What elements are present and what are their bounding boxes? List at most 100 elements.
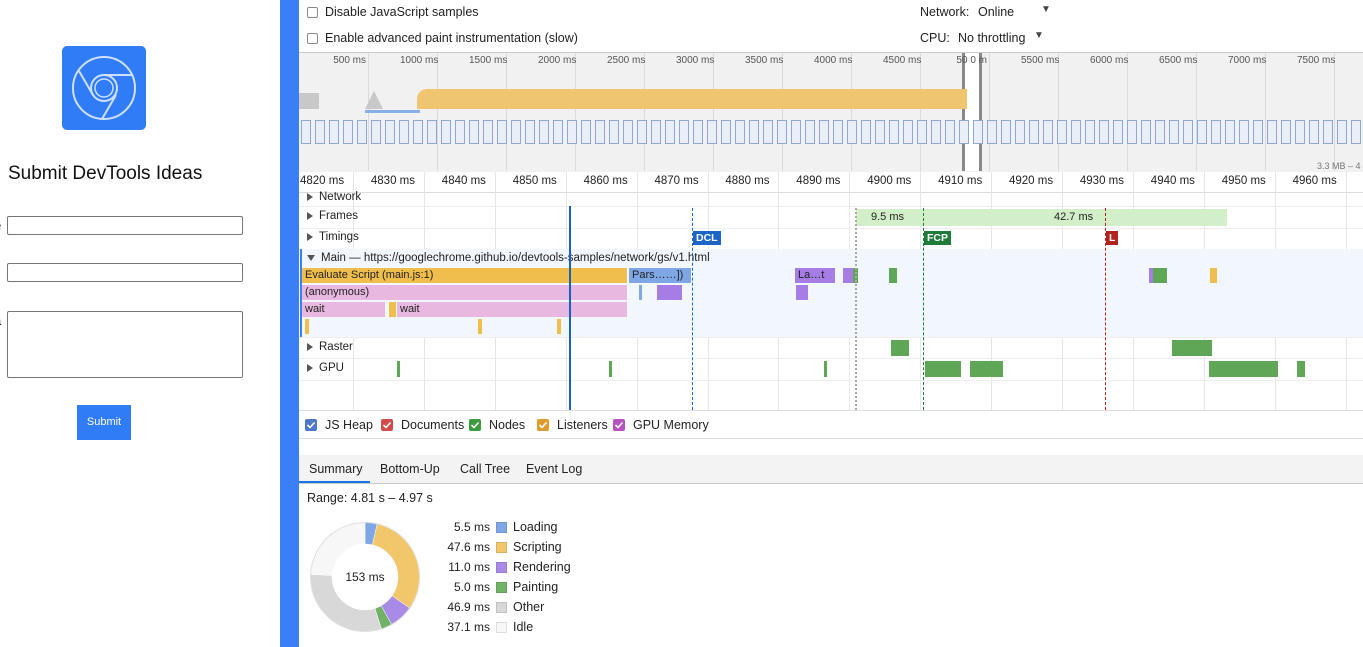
paint-event-3[interactable] — [1152, 268, 1167, 283]
expand-timings-icon[interactable] — [307, 232, 313, 241]
filmstrip-frame[interactable] — [875, 120, 885, 144]
layout-event[interactable]: La…t — [795, 268, 835, 283]
filmstrip-frame[interactable] — [343, 120, 353, 144]
filmstrip-frame[interactable] — [903, 120, 913, 144]
counter-checkbox-listeners[interactable] — [537, 419, 549, 431]
filmstrip-frame[interactable] — [749, 120, 759, 144]
disable-js-samples-checkbox[interactable] — [307, 7, 318, 18]
filmstrip-frame[interactable] — [399, 120, 409, 144]
filmstrip-frame[interactable] — [441, 120, 451, 144]
gpu-event-2[interactable] — [609, 361, 612, 377]
cpu-dropdown-icon[interactable]: ▼ — [1034, 30, 1044, 41]
filmstrip-frame[interactable] — [819, 120, 829, 144]
loading-event-1[interactable] — [639, 285, 642, 300]
panel-divider[interactable] — [280, 0, 299, 647]
filmstrip-frame[interactable] — [497, 120, 507, 144]
counter-checkbox-documents[interactable] — [381, 419, 393, 431]
filmstrip-frame[interactable] — [721, 120, 731, 144]
expand-gpu-icon[interactable] — [307, 363, 313, 372]
filmstrip-frame[interactable] — [623, 120, 633, 144]
gpu-event-5[interactable] — [970, 361, 1003, 377]
parse-html-event[interactable]: Pars……]) — [629, 268, 691, 283]
track-gpu[interactable]: GPU — [307, 362, 344, 374]
cpu-select[interactable]: No throttling — [958, 31, 1026, 45]
filmstrip-frame[interactable] — [1337, 120, 1347, 144]
rendering-event-4[interactable] — [1149, 268, 1153, 283]
filmstrip-frame[interactable] — [1323, 120, 1333, 144]
rendering-event-1[interactable] — [657, 285, 682, 300]
tab-summary[interactable]: Summary — [309, 462, 363, 476]
expand-network-icon[interactable] — [307, 192, 313, 201]
filmstrip-frame[interactable] — [763, 120, 773, 144]
script-event-2[interactable] — [1210, 268, 1217, 283]
filmstrip-frame[interactable] — [1295, 120, 1305, 144]
filmstrip-frame[interactable] — [581, 120, 591, 144]
script-event-5[interactable] — [557, 319, 561, 334]
selection-handle-left[interactable] — [962, 53, 965, 171]
filmstrip-frame[interactable] — [511, 120, 521, 144]
timeline-overview[interactable]: 500 ms 1000 ms 1500 ms 2000 ms 2500 ms 3000 m… — [299, 52, 1363, 174]
network-select[interactable]: Online — [978, 5, 1015, 19]
rendering-event-2[interactable] — [796, 285, 808, 300]
filmstrip-frame[interactable] — [413, 120, 423, 144]
track-main[interactable]: Main — https://googlechrome.github.io/de… — [307, 252, 710, 264]
track-frames[interactable]: Frames — [307, 210, 358, 222]
filmstrip-frame[interactable] — [539, 120, 549, 144]
load-marker[interactable]: L — [1106, 231, 1119, 245]
filmstrip-frame[interactable] — [1001, 120, 1011, 144]
filmstrip-frame[interactable] — [931, 120, 941, 144]
filmstrip-frame[interactable] — [1127, 120, 1137, 144]
filmstrip-frame[interactable] — [1239, 120, 1249, 144]
filmstrip-frame[interactable] — [707, 120, 717, 144]
filmstrip-frame[interactable] — [1197, 120, 1207, 144]
evaluate-script-event[interactable]: Evaluate Script (main.js:1) — [302, 268, 627, 283]
dcl-marker[interactable]: DCL — [693, 231, 721, 245]
filmstrip-frame[interactable] — [735, 120, 745, 144]
filmstrip-frame[interactable] — [1253, 120, 1263, 144]
filmstrip-frame[interactable] — [1169, 120, 1179, 144]
filmstrip-frame[interactable] — [567, 120, 577, 144]
gpu-event-7[interactable] — [1297, 361, 1305, 377]
track-network[interactable]: Network — [307, 191, 361, 203]
tab-bottom-up[interactable]: Bottom-Up — [380, 462, 440, 476]
filmstrip-frame[interactable] — [1029, 120, 1039, 144]
filmstrip-frame[interactable] — [357, 120, 367, 144]
filmstrip-frame[interactable] — [1211, 120, 1221, 144]
filmstrip-frame[interactable] — [1281, 120, 1291, 144]
script-event-3[interactable] — [305, 319, 309, 334]
filmstrip-frame[interactable] — [777, 120, 787, 144]
filmstrip-frame[interactable] — [651, 120, 661, 144]
filmstrip-frame[interactable] — [315, 120, 325, 144]
selection-handle-right[interactable] — [979, 53, 982, 171]
paint-event-1[interactable] — [889, 268, 897, 283]
filmstrip-frame[interactable] — [427, 120, 437, 144]
filmstrip-frame[interactable] — [637, 120, 647, 144]
name-input[interactable] — [7, 216, 243, 235]
counter-checkbox-nodes[interactable] — [469, 419, 481, 431]
filmstrip-frame[interactable] — [553, 120, 563, 144]
filmstrip-frame[interactable] — [1043, 120, 1053, 144]
gpu-event-1[interactable] — [397, 361, 400, 377]
filmstrip-frame[interactable] — [791, 120, 801, 144]
counter-checkbox-gpu-memory[interactable] — [613, 419, 625, 431]
filmstrip-frame[interactable] — [609, 120, 619, 144]
filmstrip-frame[interactable] — [861, 120, 871, 144]
filmstrip-frame[interactable] — [371, 120, 381, 144]
filmstrip-frame[interactable] — [1071, 120, 1081, 144]
filmstrip-frame[interactable] — [987, 120, 997, 144]
filmstrip-frame[interactable] — [455, 120, 465, 144]
filmstrip-frame[interactable] — [1113, 120, 1123, 144]
network-dropdown-icon[interactable]: ▼ — [1041, 4, 1051, 15]
gpu-event-4[interactable] — [925, 361, 961, 377]
filmstrip-frame[interactable] — [329, 120, 339, 144]
filmstrip-frame[interactable] — [1183, 120, 1193, 144]
filmstrip-frame[interactable] — [1351, 120, 1361, 144]
collapse-main-icon[interactable] — [307, 254, 315, 261]
frames-bar[interactable] — [856, 209, 1227, 226]
raster-event-2[interactable] — [1172, 340, 1212, 356]
anonymous-event[interactable]: (anonymous) — [302, 285, 627, 300]
idea-textarea[interactable] — [7, 311, 243, 378]
filmstrip-frame[interactable] — [973, 120, 983, 144]
filmstrip-frame[interactable] — [301, 120, 311, 144]
filmstrip-frame[interactable] — [1141, 120, 1151, 144]
